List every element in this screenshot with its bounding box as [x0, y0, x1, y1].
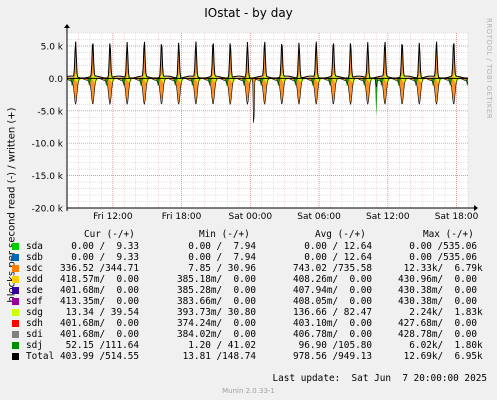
legend-header-cur: Cur (-/+): [84, 229, 135, 240]
legend-device-name: sdf: [26, 296, 43, 307]
x-tick-label: Fri 18:00: [162, 212, 202, 222]
rrdtool-watermark: RRDTOOL / TOBI OETIKER: [485, 18, 493, 120]
y-tick-label: 0.0: [49, 75, 64, 85]
chart-title: IOstat - by day: [204, 6, 293, 20]
legend-avg-value: 0.00 / 12.64: [293, 252, 373, 263]
x-tick-label: Fri 12:00: [93, 212, 133, 222]
legend-header-min: Min (-/+): [199, 229, 250, 240]
legend-min-value: 0.00 / 7.94: [177, 241, 257, 252]
legend-min-value: 1.20 / 41.02: [177, 340, 257, 351]
y-tick-label: -15.0 k: [32, 172, 64, 182]
legend-cur-value: 13.34 / 39.54: [60, 307, 140, 318]
legend-avg-value: 136.66 / 82.47: [293, 307, 373, 318]
legend-cur-value: 52.15 /111.64: [60, 340, 140, 351]
legend-max-value: 12.33k/ 6.79k: [398, 263, 483, 274]
legend-cur-value: 403.99 /514.55: [60, 351, 140, 362]
legend-cur-value: 336.52 /344.71: [60, 263, 140, 274]
y-tick-label: 5.0 k: [41, 42, 64, 52]
legend-avg-value: 408.26m/ 0.00: [293, 274, 373, 285]
legend-cur-value: 0.00 / 9.33: [60, 241, 140, 252]
x-tick-label: Sat 06:00: [297, 212, 341, 222]
legend-swatch: [12, 353, 19, 360]
legend-min-value: 374.24m/ 0.00: [177, 318, 257, 329]
legend-max-value: 6.02k/ 1.80k: [398, 340, 483, 351]
legend-header-max: Max (-/+): [423, 229, 474, 240]
legend-device-name: sde: [26, 285, 43, 296]
iostat-chart: 5.0 k 0.0 -5.0 k -10.0 k -15.0 k -20.0 k Fri 1…: [32, 24, 479, 222]
series-sdc-read: [67, 78, 468, 123]
legend-avg-value: 408.05m/ 0.00: [293, 296, 373, 307]
legend-device-name: sdi: [26, 329, 43, 340]
legend-avg-value: 406.78m/ 0.00: [293, 329, 373, 340]
legend-min-value: 385.28m/ 0.00: [177, 285, 257, 296]
legend-avg-value: 403.10m/ 0.00: [293, 318, 373, 329]
legend-min-value: 13.81 /148.74: [177, 351, 257, 362]
legend-swatch: [12, 331, 19, 338]
legend-header-avg: Avg (-/+): [315, 229, 366, 240]
x-tick-label: Sat 00:00: [229, 212, 273, 222]
legend-device-name: sdj: [26, 340, 43, 351]
legend-avg-value: 743.02 /735.58: [293, 263, 373, 274]
legend-min-value: 385.18m/ 0.00: [177, 274, 257, 285]
legend-max-value: 428.78m/ 0.00: [398, 329, 478, 340]
legend-cur-value: 413.35m/ 0.00: [60, 296, 140, 307]
legend-min-value: 0.00 / 7.94: [177, 252, 257, 263]
legend-device-name: sdb: [26, 252, 43, 263]
series-sdc-write: [67, 45, 468, 79]
legend-avg-value: 96.90 /105.80: [293, 340, 373, 351]
y-tick-label: -20.0 k: [32, 205, 64, 215]
legend-max-value: 0.00 /535.06: [398, 241, 478, 252]
x-tick-label: Sat 18:00: [435, 212, 479, 222]
legend-min-value: 393.73m/ 30.80: [177, 307, 257, 318]
legend-device-name: Total: [26, 351, 55, 362]
legend-min-value: 7.85 / 30.96: [177, 263, 257, 274]
legend-max-value: 12.69k/ 6.95k: [398, 351, 483, 362]
x-axis-arrow: [474, 205, 478, 211]
legend-avg-value: 0.00 / 12.64: [293, 241, 373, 252]
legend-swatch: [12, 320, 19, 327]
legend-swatch: [12, 309, 19, 316]
series-sdg-write: [67, 72, 468, 79]
legend-max-value: 427.68m/ 0.00: [398, 318, 478, 329]
legend-cur-value: 401.68m/ 0.00: [60, 318, 140, 329]
legend-avg-value: 407.94m/ 0.00: [293, 285, 373, 296]
legend-swatch: [12, 254, 19, 261]
legend-avg-value: 978.56 /949.13: [293, 351, 373, 362]
legend-max-value: 2.24k/ 1.83k: [398, 307, 483, 318]
legend-max-value: 430.38m/ 0.00: [398, 285, 478, 296]
series-sdj-read: [67, 78, 468, 117]
legend-device-name: sda: [26, 241, 43, 252]
series-total-write: [66, 41, 469, 79]
y-tick-label: -10.0 k: [32, 140, 64, 150]
legend-max-value: 430.38m/ 0.00: [398, 296, 478, 307]
x-tick-label: Sat 12:00: [366, 212, 410, 222]
legend-cur-value: 418.57m/ 0.00: [60, 274, 140, 285]
legend-swatch: [12, 298, 19, 305]
legend-swatch: [12, 287, 19, 294]
legend-device-name: sdd: [26, 274, 43, 285]
legend-max-value: 0.00 /535.06: [398, 252, 478, 263]
y-axis-arrow: [64, 24, 70, 28]
legend-swatch: [12, 276, 19, 283]
y-tick-label: -5.0 k: [37, 107, 63, 117]
legend-max-value: 430.96m/ 0.00: [398, 274, 478, 285]
legend-device-name: sdg: [26, 307, 43, 318]
legend-cur-value: 401.68m/ 0.00: [60, 285, 140, 296]
legend-cur-value: 401.68m/ 0.00: [60, 329, 140, 340]
legend-cur-value: 0.00 / 9.33: [60, 252, 140, 263]
legend-swatch: [12, 265, 19, 272]
legend-min-value: 383.66m/ 0.00: [177, 296, 257, 307]
last-update: Last update: Sat Jun 7 20:00:00 2025: [272, 373, 487, 384]
legend-swatch: [12, 243, 19, 250]
munin-version: Munin 2.0.33-1: [222, 387, 275, 395]
legend-min-value: 384.02m/ 0.00: [177, 329, 257, 340]
legend-device-name: sdc: [26, 263, 43, 274]
legend-device-name: sdh: [26, 318, 43, 329]
legend-swatch: [12, 342, 19, 349]
